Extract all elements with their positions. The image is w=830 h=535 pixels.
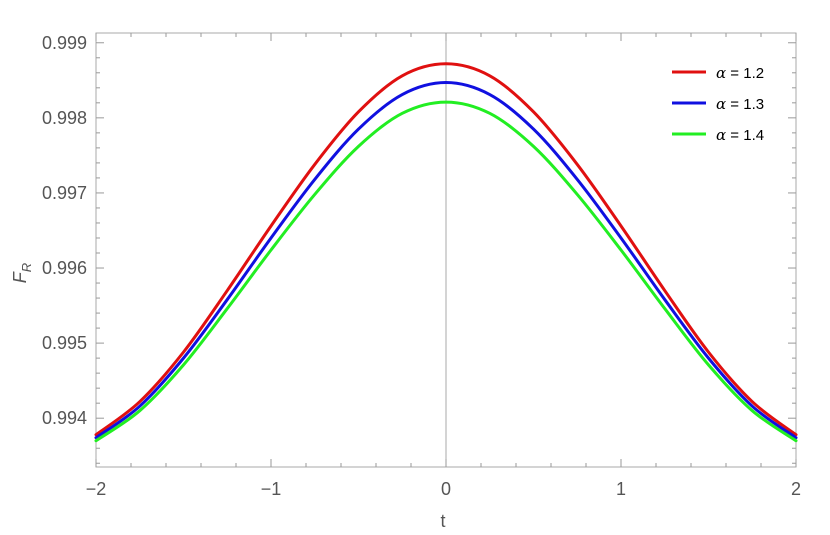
x-tick-label: 2 xyxy=(791,479,801,499)
x-axis-title: t xyxy=(440,511,445,531)
series-line-2 xyxy=(94,81,798,440)
series-line-3 xyxy=(94,100,798,443)
x-tick-label: 1 xyxy=(616,479,626,499)
y-tick-label: 0.996 xyxy=(42,258,87,278)
legend-value: = 1.4 xyxy=(726,127,764,144)
legend-label-1: α = 1.2 xyxy=(716,64,764,82)
y-tick-label: 0.995 xyxy=(42,333,87,353)
y-tick-label: 0.997 xyxy=(42,183,87,203)
legend-value: = 1.2 xyxy=(726,65,764,82)
y-axis-title: FR xyxy=(10,263,34,283)
legend-label-3: α = 1.4 xyxy=(716,126,764,144)
legend: α = 1.2α = 1.3α = 1.4 xyxy=(672,64,764,144)
x-tick-label: −2 xyxy=(86,479,107,499)
series-layer xyxy=(94,62,798,443)
legend-label-2: α = 1.3 xyxy=(716,95,764,113)
legend-alpha-symbol: α xyxy=(716,126,726,144)
series-line-1 xyxy=(94,62,798,437)
y-tick-label: 0.999 xyxy=(42,33,87,53)
y-axis-title-main: F xyxy=(10,271,30,283)
y-tick-label: 0.994 xyxy=(42,408,87,428)
y-tick-label: 0.998 xyxy=(42,108,87,128)
x-tick-label: 0 xyxy=(441,479,451,499)
axes-layer: −2 −1 0 1 2 0.994 0.995 0.996 0.997 0.998 0.999 xyxy=(42,32,801,499)
legend-value: = 1.3 xyxy=(726,96,764,113)
legend-alpha-symbol: α xyxy=(716,64,726,82)
y-axis-title-subscript: R xyxy=(19,263,34,272)
x-tick-label: −1 xyxy=(261,479,282,499)
legend-alpha-symbol: α xyxy=(716,95,726,113)
